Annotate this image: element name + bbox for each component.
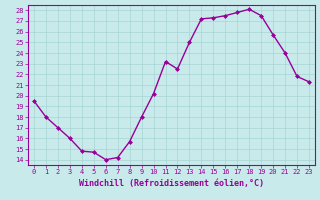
X-axis label: Windchill (Refroidissement éolien,°C): Windchill (Refroidissement éolien,°C) [79, 179, 264, 188]
